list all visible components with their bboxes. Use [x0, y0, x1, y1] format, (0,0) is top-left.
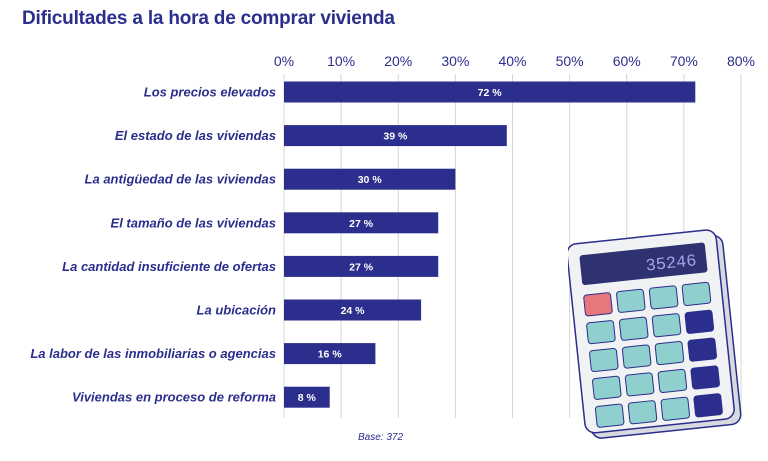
x-tick-label: 20% — [384, 53, 412, 69]
calculator-key — [657, 368, 688, 393]
calculator-key — [592, 375, 622, 400]
bar — [284, 386, 330, 408]
category-label: El estado de las viviendas — [115, 128, 276, 143]
category-labels: Los precios elevados El estado de las viv… — [30, 85, 276, 405]
value-label: 72 % — [478, 87, 503, 99]
calculator-key — [624, 372, 655, 397]
x-tick-label: 30% — [441, 53, 469, 69]
bar — [284, 168, 456, 190]
bar — [284, 299, 422, 321]
category-label: Los precios elevados — [144, 85, 276, 100]
calculator-key — [693, 393, 723, 418]
bars — [284, 81, 696, 408]
base-note: Base: 372 — [358, 432, 404, 443]
calculator-key — [654, 341, 685, 366]
category-label: El tamaño de las viviendas — [111, 215, 276, 230]
x-axis-ticks: 0% 10% 20% 30% 40% 50% 60% 70% 80% — [274, 53, 755, 69]
category-label: La cantidad insuficiente de ofertas — [62, 259, 276, 274]
calculator-key — [687, 337, 718, 362]
calculator-keys — [583, 281, 723, 428]
value-label: 8 % — [298, 392, 317, 404]
bar — [284, 212, 439, 234]
calculator-key — [651, 313, 682, 338]
value-label: 24 % — [341, 305, 366, 317]
category-label: La antigüedad de las viviendas — [85, 172, 276, 187]
calculator-key — [621, 344, 652, 369]
calculator-key — [684, 309, 715, 334]
calculator-key — [648, 285, 679, 310]
category-label: La ubicación — [197, 303, 277, 318]
value-label: 27 % — [349, 261, 374, 273]
bar — [284, 255, 439, 277]
calculator-key — [589, 347, 619, 373]
x-tick-label: 40% — [498, 53, 526, 69]
x-tick-label: 80% — [727, 53, 755, 69]
x-tick-label: 50% — [556, 53, 584, 69]
x-tick-label: 70% — [670, 53, 698, 69]
calculator-key — [616, 288, 646, 313]
calculator-key — [583, 292, 613, 317]
category-label: Viviendas en proceso de reforma — [72, 390, 276, 405]
value-label: 39 % — [383, 131, 408, 143]
chart-title: Dificultades a la hora de comprar vivien… — [22, 8, 395, 29]
calculator-key — [618, 316, 649, 341]
bar — [284, 125, 507, 147]
calculator-key — [594, 403, 625, 428]
x-tick-label: 0% — [274, 53, 294, 69]
value-labels: 72 % 39 % 30 % 27 % 27 % 24 % 16 % 8 % — [298, 87, 502, 404]
value-label: 30 % — [358, 174, 383, 186]
calculator-key — [681, 281, 712, 307]
calculator-key — [586, 320, 616, 345]
x-tick-label: 60% — [613, 53, 641, 69]
x-tick-label: 10% — [327, 53, 355, 69]
value-label: 27 % — [349, 218, 374, 230]
bar — [284, 81, 696, 103]
calculator-key — [660, 396, 691, 421]
bar — [284, 343, 376, 365]
value-label: 16 % — [318, 349, 343, 361]
calculator-illustration: 35246 — [568, 229, 742, 439]
category-label: La labor de las inmobiliarias o agencias — [30, 346, 276, 361]
calculator-key — [627, 400, 658, 425]
calculator-key — [690, 365, 720, 390]
